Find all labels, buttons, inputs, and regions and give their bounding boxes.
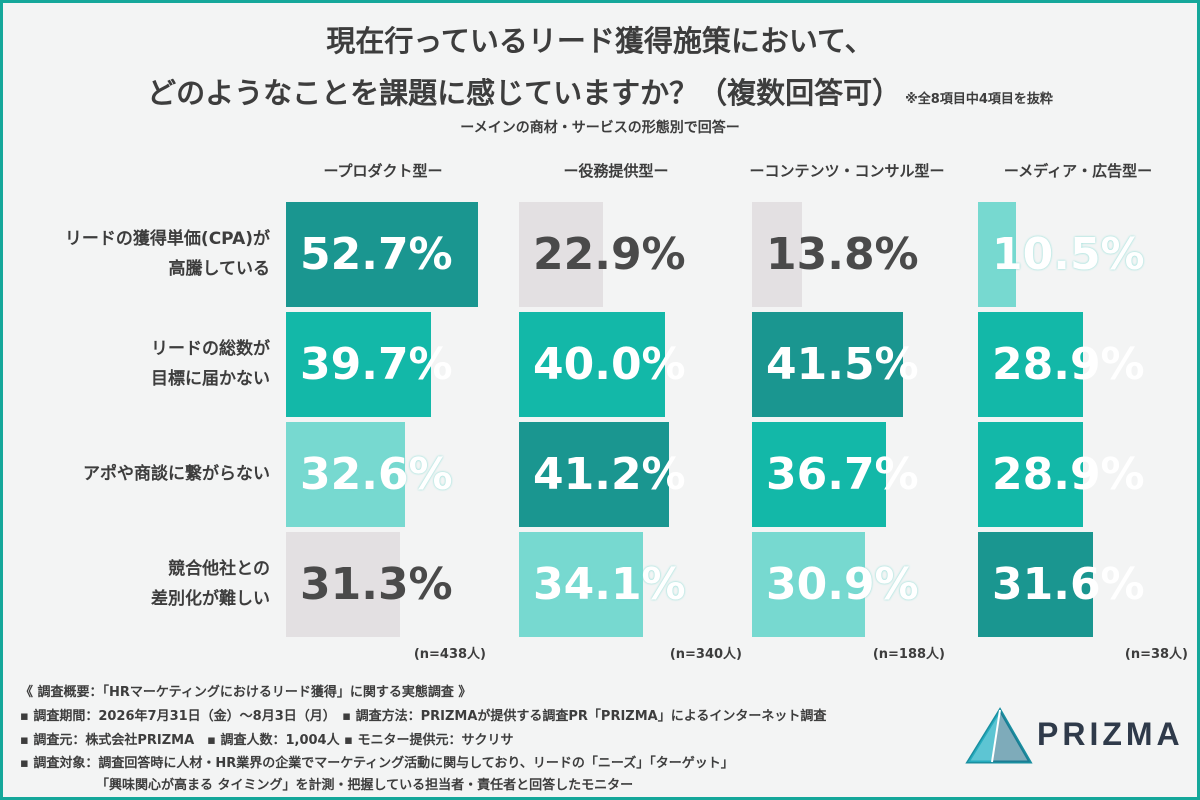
data-label-3-3: 31.6% xyxy=(992,559,1145,610)
category-label-line: アポや商談に繋がらない xyxy=(83,464,270,484)
data-label-0-3: 31.3% xyxy=(300,559,453,610)
data-label-1-0: 22.9% xyxy=(533,229,686,280)
data-label-0-0: 52.7% xyxy=(300,229,453,280)
chart-title-line1: 現在行っているリード獲得施策において、 xyxy=(326,24,874,58)
category-label-line: 高騰している xyxy=(168,259,271,279)
data-label-2-2: 36.7% xyxy=(766,449,919,500)
category-label-line: 目標に届かない xyxy=(151,369,270,389)
bar-1-0 xyxy=(519,202,603,307)
category-label-line: 差別化が難しい xyxy=(151,589,270,609)
data-label-0-1: 39.7% xyxy=(300,339,453,390)
footer-survey-target-cont: 「興味関心が高まる タイミング」を計測・把握している担当者・責任者と回答したモニ… xyxy=(96,778,634,793)
legend-0: ープロダクト型ー xyxy=(323,162,443,180)
chart-title-main: どのようなことを課題に感じていますか？（複数回答可） xyxy=(147,76,902,110)
chart-subtitle: ーメインの商材・サービスの形態別で回答ー xyxy=(460,120,740,136)
chart-title-note: ※全8項目中4項目を抜粋 xyxy=(905,92,1053,107)
footer-survey-target: ▪ 調査対象：調査回答時に人材・HR業界の企業でマーケティング活動に関与しており… xyxy=(20,756,734,771)
bar-3-0 xyxy=(978,202,1016,307)
bar-0-0 xyxy=(286,202,478,307)
data-label-1-2: 41.2% xyxy=(533,449,686,500)
data-label-0-2: 32.6% xyxy=(300,449,453,500)
sample-size-0: (n=438人) xyxy=(413,647,486,662)
bar-1-3 xyxy=(519,532,643,637)
data-label-3-0: 10.5% xyxy=(992,229,1145,280)
legend-1: ー役務提供型ー xyxy=(563,162,669,180)
data-label-3-1: 28.9% xyxy=(992,339,1145,390)
footer-survey-period: ▪ 調査期間：2026年7月31日（金）〜8月3日（月） ▪ 調査方法：PRIZ… xyxy=(20,709,827,724)
bar-2-1 xyxy=(752,312,903,417)
category-label-line: リードの獲得単価(CPA)が xyxy=(64,229,270,249)
bar-1-2 xyxy=(519,422,669,527)
data-label-2-1: 41.5% xyxy=(766,339,919,390)
sample-size-3: (n=38人) xyxy=(1124,647,1188,662)
category-label-line: 競合他社との xyxy=(168,559,270,579)
prizma-triangle-logo-icon xyxy=(965,707,1033,764)
bar-1-1 xyxy=(519,312,665,417)
category-label-0: リードの獲得単価(CPA)が高騰している xyxy=(10,224,270,284)
data-label-2-0: 13.8% xyxy=(766,229,919,280)
bar-0-2 xyxy=(286,422,405,527)
bar-3-3 xyxy=(978,532,1093,637)
bar-0-3 xyxy=(286,532,400,637)
data-label-1-3: 34.1% xyxy=(533,559,686,610)
category-label-1: リードの総数が 目標に届かない xyxy=(10,334,270,394)
data-label-2-3: 30.9% xyxy=(766,559,919,610)
bar-3-1 xyxy=(978,312,1083,417)
legend-3: ーメディア・広告型ー xyxy=(1003,162,1153,180)
data-label-1-1: 40.0% xyxy=(533,339,686,390)
bar-2-3 xyxy=(752,532,865,637)
footer-survey-source: ▪ 調査元：株式会社PRIZMA ▪ 調査人数：1,004人 ▪ モニター提供元… xyxy=(20,733,514,748)
prizma-logo-text: PRIZMA xyxy=(1037,716,1184,752)
chart-title-line2: どのようなことを課題に感じていますか？（複数回答可） ※全8項目中4項目を抜粋 xyxy=(0,70,1200,112)
category-label-3: 競合他社との差別化が難しい xyxy=(10,554,270,614)
bar-2-0 xyxy=(752,202,802,307)
bar-2-2 xyxy=(752,422,886,527)
sample-size-2: (n=188人) xyxy=(872,647,945,662)
bar-3-2 xyxy=(978,422,1083,527)
bar-0-1 xyxy=(286,312,431,417)
sample-size-1: (n=340人) xyxy=(669,647,742,662)
footer-survey-title: 《 調査概要：「HRマーケティングにおけるリード獲得」に関する実態調査 》 xyxy=(20,685,472,700)
data-label-3-2: 28.9% xyxy=(992,449,1145,500)
category-label-line: リードの総数が xyxy=(151,339,270,359)
category-label-2: アポや商談に繋がらない xyxy=(10,459,270,489)
legend-2: ーコンテンツ・コンサル型ー xyxy=(749,162,945,180)
